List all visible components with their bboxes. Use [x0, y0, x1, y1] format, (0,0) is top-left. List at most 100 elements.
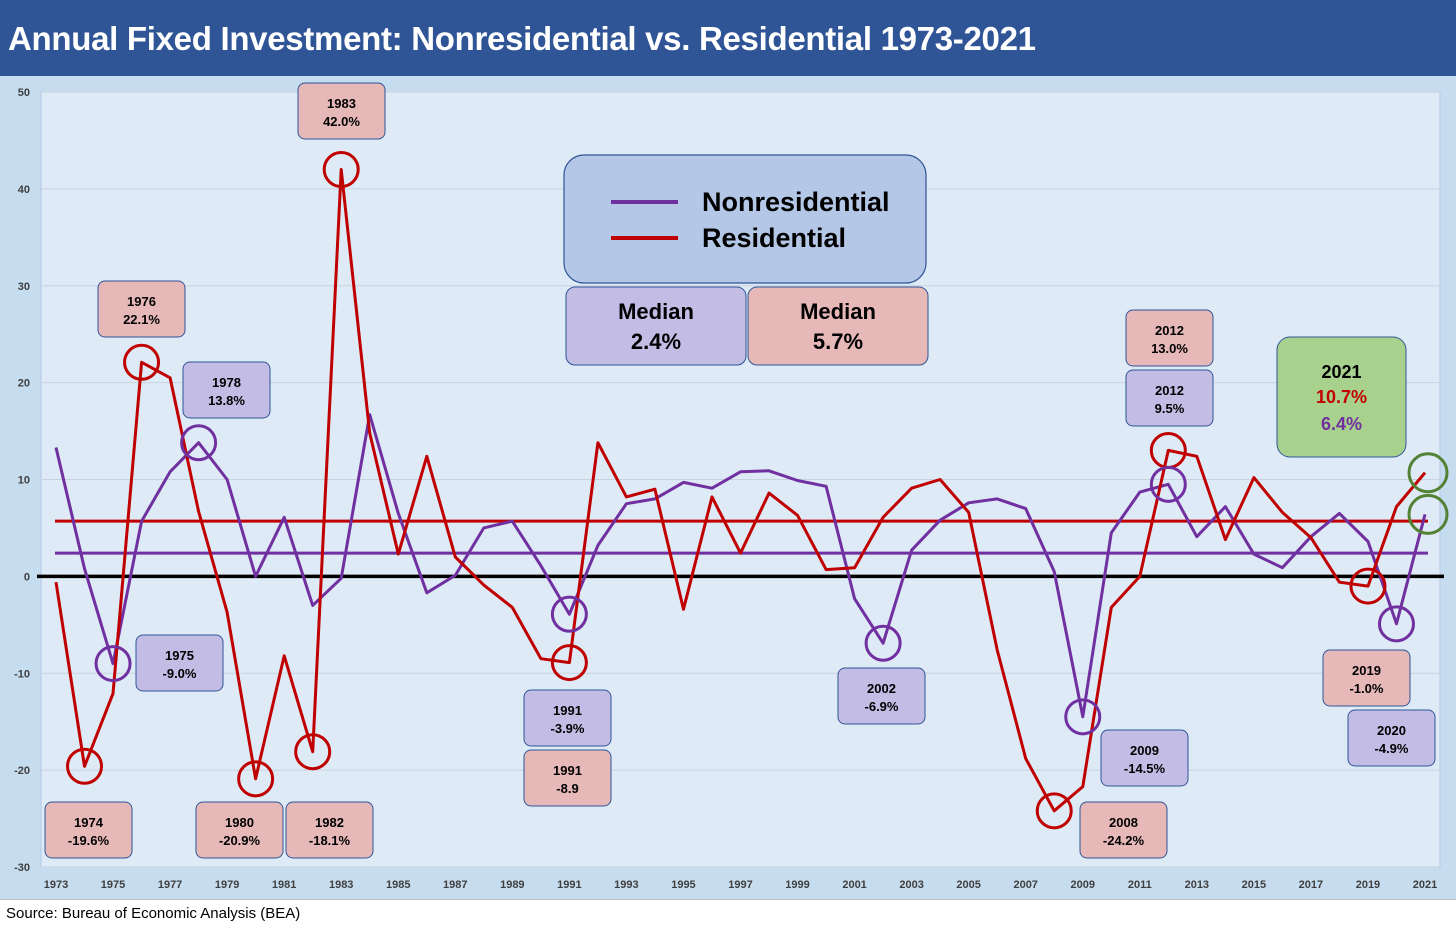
x-tick-label: 1989	[500, 879, 524, 891]
callout-value: 13.0%	[1151, 341, 1188, 356]
median-box-bg	[747, 286, 929, 366]
callout-2009-nonresidential: 2009 -14.5%	[1100, 729, 1189, 787]
chart-svg: -30 -20 -10 0 10 20 30 40 50 1973 1975 1977 1979 1981…	[14, 82, 1449, 891]
y-tick-label: -20	[14, 765, 30, 777]
callout-box	[523, 749, 612, 807]
callout-value: -8.9	[556, 781, 578, 796]
x-tick-label: 1991	[557, 879, 581, 891]
marker-circle-1975	[94, 645, 132, 683]
callout-year: 2012	[1155, 383, 1184, 398]
callout-1974-residential: 1974 -19.6%	[44, 801, 133, 859]
marker-circle-1983	[322, 151, 360, 188]
marker-circle-2008	[1035, 792, 1073, 830]
callout-value: -4.9%	[1375, 741, 1409, 756]
callout-value: -24.2%	[1103, 833, 1145, 848]
callout-value: 13.8%	[208, 393, 245, 408]
callout-year: 1975	[165, 648, 194, 663]
callout-box	[1322, 649, 1411, 707]
title-bar: Annual Fixed Investment: Nonresidential …	[0, 0, 1456, 76]
y-tick-label: 40	[18, 184, 30, 196]
callout-value: -19.6%	[68, 833, 110, 848]
callout-year: 2008	[1109, 815, 1138, 830]
callout-year: 1991	[553, 703, 582, 718]
callout-box	[1079, 801, 1168, 859]
x-tick-label: 1999	[785, 879, 809, 891]
callout-1982-residential: 1982 -18.1%	[285, 801, 374, 859]
callout-box	[1100, 729, 1189, 787]
callout-value: -3.9%	[551, 721, 585, 736]
marker-circle-2020	[1377, 605, 1415, 643]
legend-label-residential: Residential	[702, 223, 846, 253]
y-tick-label: 20	[18, 378, 30, 390]
x-tick-label: 2019	[1356, 879, 1380, 891]
median-label: Median	[618, 299, 694, 324]
x-tick-label: 2005	[956, 879, 980, 891]
callout-year: 2002	[867, 681, 896, 696]
callout-box	[182, 361, 271, 419]
callout-box	[523, 689, 612, 747]
x-tick-label: 2003	[899, 879, 923, 891]
x-tick-label: 1987	[443, 879, 467, 891]
legend-label-nonresidential: Nonresidential	[702, 187, 890, 217]
callout-value: -9.0%	[163, 666, 197, 681]
highlight-2021: 2021 10.7% 6.4%	[1276, 336, 1407, 458]
x-tick-label: 2017	[1299, 879, 1323, 891]
highlight-residential-value: 10.7%	[1316, 387, 1367, 407]
callout-year: 1991	[553, 763, 582, 778]
series-line-nonresidential	[54, 413, 1427, 719]
marker-circle-1976	[123, 343, 161, 381]
median-value: 5.7%	[813, 329, 863, 354]
callout-2020-nonresidential: 2020 -4.9%	[1347, 709, 1436, 767]
marker-circle-1991	[550, 644, 588, 682]
x-tick-label: 1981	[272, 879, 296, 891]
callout-1991-residential: 1991 -8.9	[523, 749, 612, 807]
callout-year: 2009	[1130, 743, 1159, 758]
callout-box	[1125, 309, 1214, 367]
y-tick-label: 50	[18, 87, 30, 99]
callout-box	[1347, 709, 1436, 767]
callout-1983-residential: 1983 42.0%	[297, 82, 386, 140]
callout-box	[97, 280, 186, 338]
highlight-year: 2021	[1321, 362, 1361, 382]
x-tick-label: 1993	[614, 879, 638, 891]
marker-circle-2019	[1349, 567, 1387, 605]
callout-value: -14.5%	[1124, 761, 1166, 776]
callout-value: 42.0%	[323, 114, 360, 129]
x-tick-label: 1973	[44, 879, 68, 891]
callout-year: 1983	[327, 96, 356, 111]
marker-circle-1991	[550, 595, 588, 633]
callout-box	[285, 801, 374, 859]
callout-value: 22.1%	[123, 312, 160, 327]
x-tick-label: 2021	[1413, 879, 1437, 891]
callout-value: -1.0%	[1350, 681, 1384, 696]
marker-circle-1974	[66, 747, 104, 785]
callout-1991-nonresidential: 1991 -3.9%	[523, 689, 612, 747]
callout-2012-nonresidential: 2012 9.5%	[1125, 369, 1214, 427]
x-tick-label: 1995	[671, 879, 695, 891]
marker-circle-1982	[294, 733, 332, 771]
y-tick-label: 10	[18, 475, 30, 487]
x-tick-label: 1997	[728, 879, 752, 891]
marker-circle-2021-residential	[1407, 452, 1449, 494]
series-line-residential	[54, 168, 1427, 813]
median-box-residential: Median 5.7%	[747, 286, 929, 366]
median-box-bg	[565, 286, 747, 366]
callout-1976-residential: 1976 22.1%	[97, 280, 186, 338]
marker-circle-2012	[1149, 465, 1187, 503]
callout-box	[44, 801, 133, 859]
callout-1978-nonresidential: 1978 13.8%	[182, 361, 271, 419]
callout-box	[135, 634, 224, 692]
callout-box	[1125, 369, 1214, 427]
callout-year: 2020	[1377, 723, 1406, 738]
highlight-nonresidential-value: 6.4%	[1321, 414, 1362, 434]
x-tick-label: 2001	[842, 879, 866, 891]
source-note: Source: Bureau of Economic Analysis (BEA…	[6, 905, 301, 922]
callout-year: 1974	[74, 815, 104, 830]
x-tick-label: 1985	[386, 879, 410, 891]
callout-year: 1978	[212, 375, 241, 390]
callout-box	[837, 667, 926, 725]
callout-value: -20.9%	[219, 833, 261, 848]
x-tick-label: 2015	[1242, 879, 1266, 891]
x-tick-label: 2013	[1185, 879, 1209, 891]
legend-box	[563, 154, 927, 284]
